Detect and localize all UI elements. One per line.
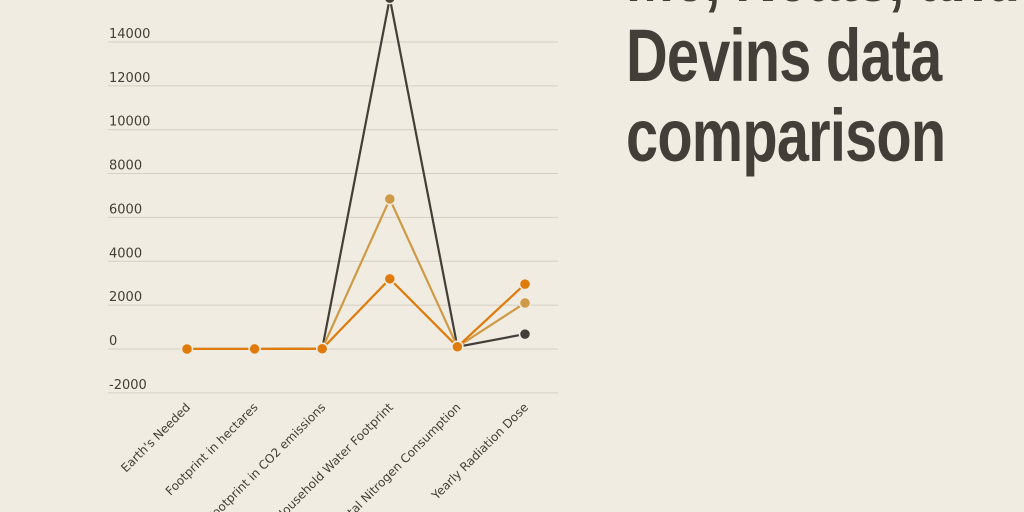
data-point [518,327,532,341]
data-point [383,0,396,5]
data-point [451,340,464,354]
series-line [186,196,526,351]
series-line [186,277,526,351]
y-tick-label: 14000 [109,27,150,42]
data-point [248,342,261,356]
data-point [180,342,194,356]
y-tick-label: 6000 [109,202,142,217]
y-tick-label: 0 [109,334,117,349]
y-tick-label: 2000 [109,290,142,305]
data-point [315,342,329,356]
y-tick-label: -2000 [109,378,147,393]
data-point [383,192,397,206]
series-line [186,0,526,351]
y-tick-label: 8000 [109,159,142,174]
y-tick-label: 10000 [109,115,150,130]
chart-title: Me, Neats, and Devins data comparison [626,0,1020,177]
data-point [518,296,532,310]
x-tick-label: Earth's Needed [118,400,193,475]
data-point [518,277,532,291]
data-point [383,272,397,286]
y-tick-label: 4000 [109,246,142,261]
y-tick-label: 12000 [109,71,150,86]
